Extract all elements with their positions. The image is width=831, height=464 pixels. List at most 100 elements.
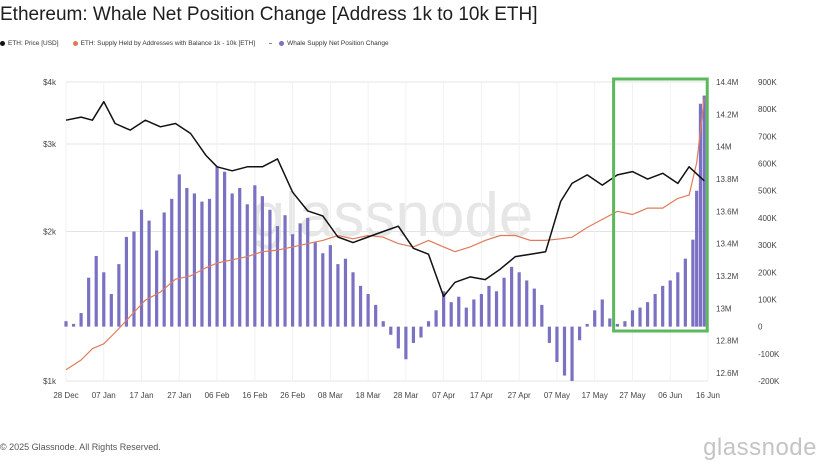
net-change-bar bbox=[328, 245, 332, 327]
net-change-bar bbox=[464, 307, 468, 327]
y-mid-tick-label: 14.4M bbox=[716, 78, 739, 87]
y-right-tick-label: -100K bbox=[758, 350, 780, 359]
net-change-bar bbox=[170, 198, 174, 327]
y-right-tick-label: 500K bbox=[758, 187, 777, 196]
net-change-bar bbox=[185, 188, 189, 327]
net-change-bar bbox=[570, 326, 574, 381]
x-tick-label: 17 May bbox=[582, 391, 608, 400]
net-change-bar bbox=[396, 326, 400, 349]
net-change-bar bbox=[698, 103, 703, 327]
net-change-bar bbox=[683, 258, 687, 327]
net-change-bar bbox=[64, 321, 68, 327]
x-tick-label: 16 Feb bbox=[242, 391, 267, 400]
net-change-bar bbox=[306, 217, 310, 327]
legend-separator-dash bbox=[269, 43, 273, 44]
y-left-tick-label: $2k bbox=[43, 228, 57, 237]
legend-item-supply[interactable]: ETH: Supply Held by Addresses with Balan… bbox=[72, 40, 255, 47]
glassnode-watermark: glassnode bbox=[251, 181, 534, 250]
net-change-bar bbox=[517, 272, 521, 327]
net-change-bar bbox=[525, 280, 529, 327]
copyright-footer: © 2025 Glassnode. All Rights Reserved. bbox=[0, 442, 161, 452]
legend-swatch-price bbox=[0, 41, 5, 46]
legend-label-price: ETH: Price [USD] bbox=[8, 40, 59, 47]
legend-swatch-supply bbox=[72, 41, 78, 46]
net-change-bar bbox=[389, 326, 393, 335]
net-change-bar bbox=[124, 236, 129, 327]
legend: ETH: Price [USD] ETH: Supply Held by Add… bbox=[0, 40, 389, 47]
supply-line bbox=[65, 98, 705, 371]
x-tick-label: 08 Mar bbox=[318, 391, 343, 400]
x-tick-label: 07 Jan bbox=[92, 391, 116, 400]
net-change-bar bbox=[479, 294, 484, 327]
net-change-bar bbox=[351, 272, 355, 327]
y-right-tick-label: 600K bbox=[758, 160, 777, 169]
net-change-bar bbox=[290, 234, 295, 327]
net-change-bar bbox=[645, 302, 650, 327]
net-change-bar bbox=[200, 201, 204, 327]
net-change-bar bbox=[653, 294, 657, 327]
net-change-bar bbox=[510, 266, 514, 327]
net-change-bar bbox=[94, 255, 98, 327]
x-tick-label: 18 Mar bbox=[356, 391, 381, 400]
net-change-bar bbox=[223, 171, 227, 327]
net-change-bar bbox=[593, 310, 597, 327]
net-change-bar bbox=[215, 166, 219, 327]
net-change-bar bbox=[253, 185, 257, 327]
net-change-bar bbox=[79, 313, 83, 327]
net-change-bar bbox=[419, 326, 423, 338]
legend-item-net-change[interactable]: Whale Supply Net Position Change bbox=[269, 40, 389, 47]
net-change-bar bbox=[343, 258, 348, 327]
chart-title: Ethereum: Whale Net Position Change [Add… bbox=[0, 4, 538, 25]
y-mid-tick-label: 12.8M bbox=[716, 337, 739, 346]
x-tick-label: 28 Mar bbox=[393, 391, 418, 400]
net-change-bar bbox=[207, 198, 212, 327]
net-change-bar bbox=[472, 299, 476, 327]
net-change-bar bbox=[434, 310, 438, 327]
net-change-bar bbox=[578, 326, 582, 341]
y-left-tick-label: $4k bbox=[43, 78, 57, 87]
net-change-bar bbox=[502, 277, 506, 327]
net-change-bar bbox=[192, 193, 196, 327]
net-change-bar bbox=[426, 321, 431, 327]
legend-swatch-net-change bbox=[279, 41, 285, 46]
net-change-bar bbox=[71, 323, 76, 327]
x-tick-label: 17 Apr bbox=[470, 391, 493, 400]
x-tick-label: 17 Jan bbox=[130, 391, 154, 400]
net-change-bar bbox=[147, 220, 151, 327]
y-right-tick-label: 800K bbox=[758, 105, 777, 114]
legend-item-price[interactable]: ETH: Price [USD] bbox=[0, 40, 59, 47]
net-change-bar bbox=[691, 239, 695, 327]
price-line bbox=[65, 100, 705, 298]
x-tick-label: 27 Apr bbox=[508, 391, 531, 400]
net-change-bar bbox=[585, 323, 589, 327]
y-right-tick-label: 900K bbox=[758, 78, 777, 87]
net-change-bar bbox=[676, 272, 680, 327]
net-change-bar bbox=[313, 242, 317, 327]
net-change-bar bbox=[358, 285, 363, 327]
x-tick-label: 28 Dec bbox=[53, 391, 78, 400]
y-mid-tick-label: 14M bbox=[716, 143, 732, 152]
y-right-tick-label: 700K bbox=[758, 132, 777, 141]
y-mid-tick-label: 13M bbox=[716, 304, 732, 313]
x-tick-label: 07 Apr bbox=[432, 391, 455, 400]
x-tick-label: 06 Jun bbox=[658, 391, 682, 400]
net-change-bar bbox=[547, 326, 551, 343]
net-change-bar bbox=[600, 299, 604, 327]
net-change-bar bbox=[162, 212, 166, 327]
x-tick-label: 07 May bbox=[544, 391, 570, 400]
x-tick-label: 27 May bbox=[619, 391, 645, 400]
y-right-tick-label: 400K bbox=[758, 214, 777, 223]
net-change-bar bbox=[283, 215, 287, 327]
y-mid-tick-label: 13.8M bbox=[716, 175, 739, 184]
net-change-bar bbox=[275, 226, 280, 327]
net-change-bar bbox=[562, 326, 567, 376]
x-tick-label: 16 Jun bbox=[696, 391, 720, 400]
net-change-bar bbox=[87, 277, 91, 327]
y-right-tick-label: -200K bbox=[758, 377, 780, 386]
net-change-bar bbox=[615, 323, 619, 327]
net-change-bar bbox=[374, 304, 378, 327]
y-right-tick-label: 100K bbox=[758, 295, 777, 304]
net-change-bar bbox=[298, 223, 302, 327]
net-change-bar bbox=[555, 326, 559, 362]
net-change-bar bbox=[238, 188, 242, 327]
